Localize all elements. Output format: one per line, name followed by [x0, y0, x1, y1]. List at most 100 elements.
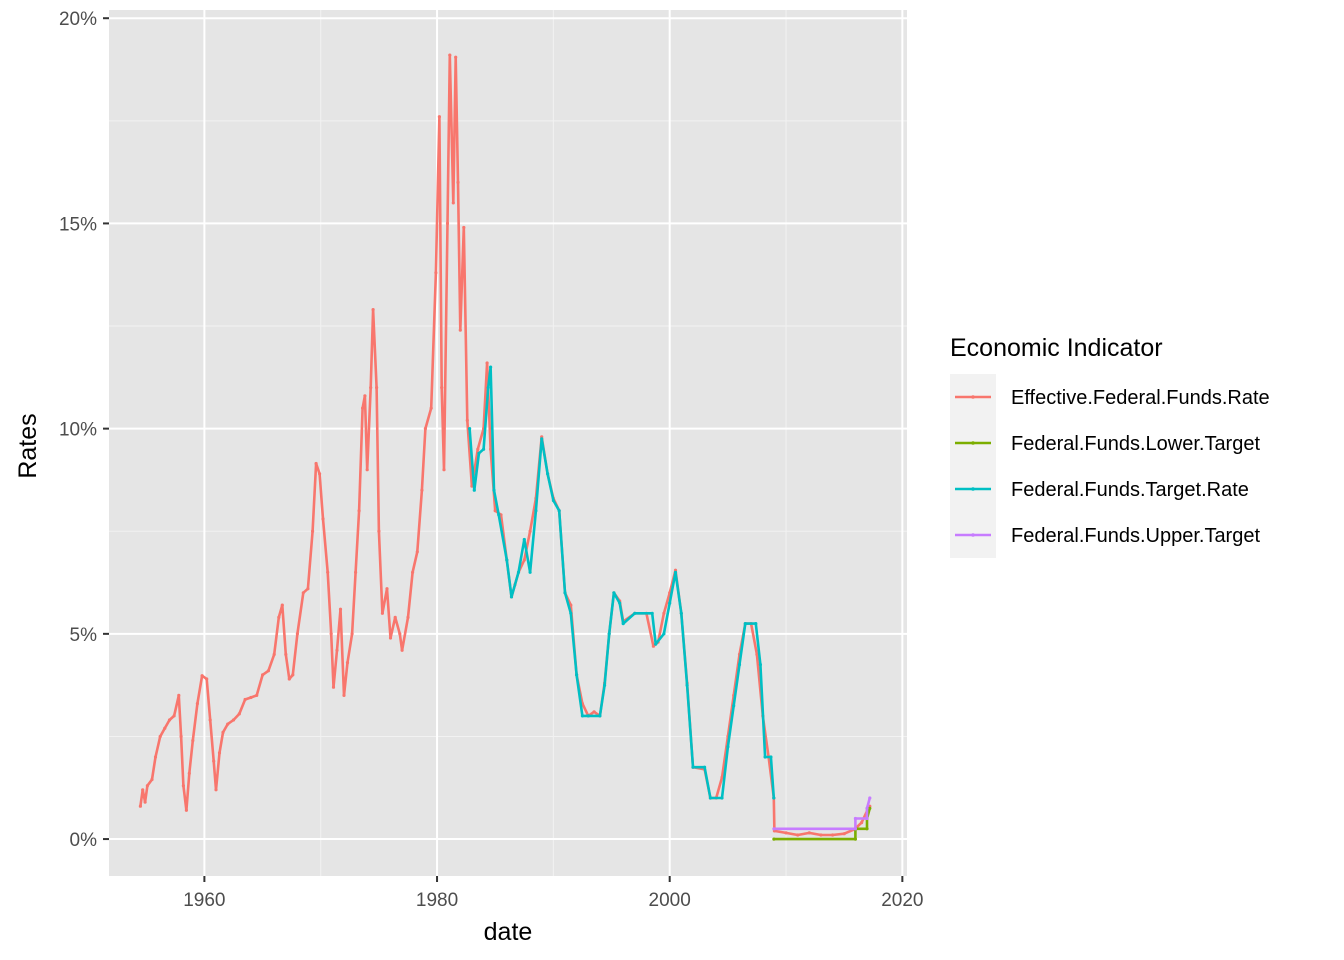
- data-point: [865, 827, 869, 831]
- data-point: [342, 693, 346, 698]
- data-point: [650, 611, 654, 615]
- data-point: [400, 648, 404, 652]
- data-point: [540, 437, 544, 441]
- data-point: [411, 570, 415, 574]
- y-axis-title: Rates: [14, 413, 42, 478]
- data-point: [249, 695, 253, 700]
- data-point: [772, 827, 776, 831]
- data-point: [345, 661, 350, 665]
- major-gridlines: [109, 10, 907, 876]
- data-point: [442, 468, 446, 472]
- data-point: [755, 652, 759, 657]
- legend-key-point: [971, 395, 975, 399]
- data-point: [255, 693, 259, 698]
- data-point: [468, 427, 472, 431]
- data-point: [618, 601, 622, 605]
- data-point: [551, 498, 556, 503]
- data-point: [200, 674, 204, 678]
- data-point: [497, 513, 501, 517]
- data-point: [434, 271, 438, 275]
- legend-key-point: [971, 533, 975, 537]
- x-tick-label: 2000: [649, 890, 691, 911]
- series-line: [773, 797, 872, 831]
- data-point: [621, 622, 625, 626]
- data-point: [522, 558, 526, 562]
- data-point: [167, 718, 172, 722]
- data-point: [743, 622, 747, 626]
- data-point: [853, 827, 858, 831]
- data-point: [691, 765, 695, 769]
- data-point: [842, 832, 846, 836]
- data-point: [214, 788, 218, 792]
- data-point: [361, 406, 365, 410]
- data-point: [673, 570, 678, 574]
- data-point: [726, 745, 730, 749]
- data-point: [415, 550, 419, 554]
- data-point: [528, 529, 532, 533]
- series-federal-funds-upper-target: [772, 796, 872, 831]
- data-point: [363, 394, 367, 398]
- data-point: [261, 673, 265, 677]
- data-point: [865, 816, 869, 821]
- data-point: [485, 361, 489, 365]
- data-point: [769, 755, 773, 759]
- data-point: [321, 517, 325, 521]
- data-point: [819, 833, 823, 837]
- data-point: [184, 808, 188, 812]
- data-point: [499, 513, 503, 517]
- data-point: [720, 775, 724, 780]
- data-point: [388, 636, 393, 640]
- data-point: [318, 472, 322, 476]
- data-point: [486, 386, 490, 390]
- data-point: [150, 777, 154, 782]
- data-point: [528, 570, 532, 574]
- legend-item: Effective.Federal.Funds.Rate: [955, 387, 1270, 409]
- data-point: [489, 447, 493, 451]
- data-point: [158, 734, 162, 739]
- data-point: [592, 710, 596, 714]
- data-point: [306, 587, 310, 591]
- legend-title: Economic Indicator: [950, 334, 1163, 362]
- data-point: [598, 714, 602, 718]
- legend-label: Federal.Funds.Upper.Target: [1011, 525, 1260, 547]
- data-point: [141, 788, 145, 792]
- y-tick-label: 5%: [70, 625, 98, 646]
- data-point: [420, 488, 424, 492]
- x-axis-title: date: [484, 918, 533, 946]
- data-point: [272, 652, 276, 657]
- data-point: [476, 447, 480, 451]
- data-point: [153, 755, 158, 759]
- data-point: [451, 201, 455, 205]
- legend-label: Effective.Federal.Funds.Rate: [1011, 387, 1270, 409]
- data-point: [212, 759, 216, 763]
- data-point: [181, 784, 185, 788]
- x-tick-label: 1980: [416, 890, 458, 911]
- data-point: [406, 615, 410, 620]
- axis-ticks: [103, 17, 904, 882]
- data-point: [226, 722, 230, 726]
- data-point: [393, 615, 397, 620]
- legend-items: Effective.Federal.Funds.Rate Federal.Fund…: [950, 374, 1270, 558]
- data-point: [505, 558, 509, 562]
- axis-tick-labels: 1960 1980 2000 2020 0% 5% 10% 15% 20%: [59, 9, 924, 911]
- legend-item: Federal.Funds.Target.Rate: [955, 479, 1249, 501]
- data-point: [377, 529, 381, 533]
- series-lines: [138, 53, 872, 841]
- data-point: [380, 611, 384, 615]
- data-point: [221, 730, 225, 735]
- data-point: [685, 683, 689, 687]
- data-point: [732, 704, 736, 708]
- data-point: [237, 712, 241, 716]
- data-point: [796, 833, 800, 837]
- data-point: [326, 570, 330, 574]
- data-point: [586, 714, 590, 718]
- data-point: [465, 418, 469, 422]
- data-point: [138, 804, 142, 808]
- data-point: [350, 632, 354, 636]
- data-point: [338, 607, 343, 611]
- data-point: [612, 591, 616, 595]
- data-point: [208, 718, 212, 722]
- data-point: [423, 427, 427, 431]
- data-point: [662, 632, 666, 636]
- minor-gridlines: [109, 10, 907, 876]
